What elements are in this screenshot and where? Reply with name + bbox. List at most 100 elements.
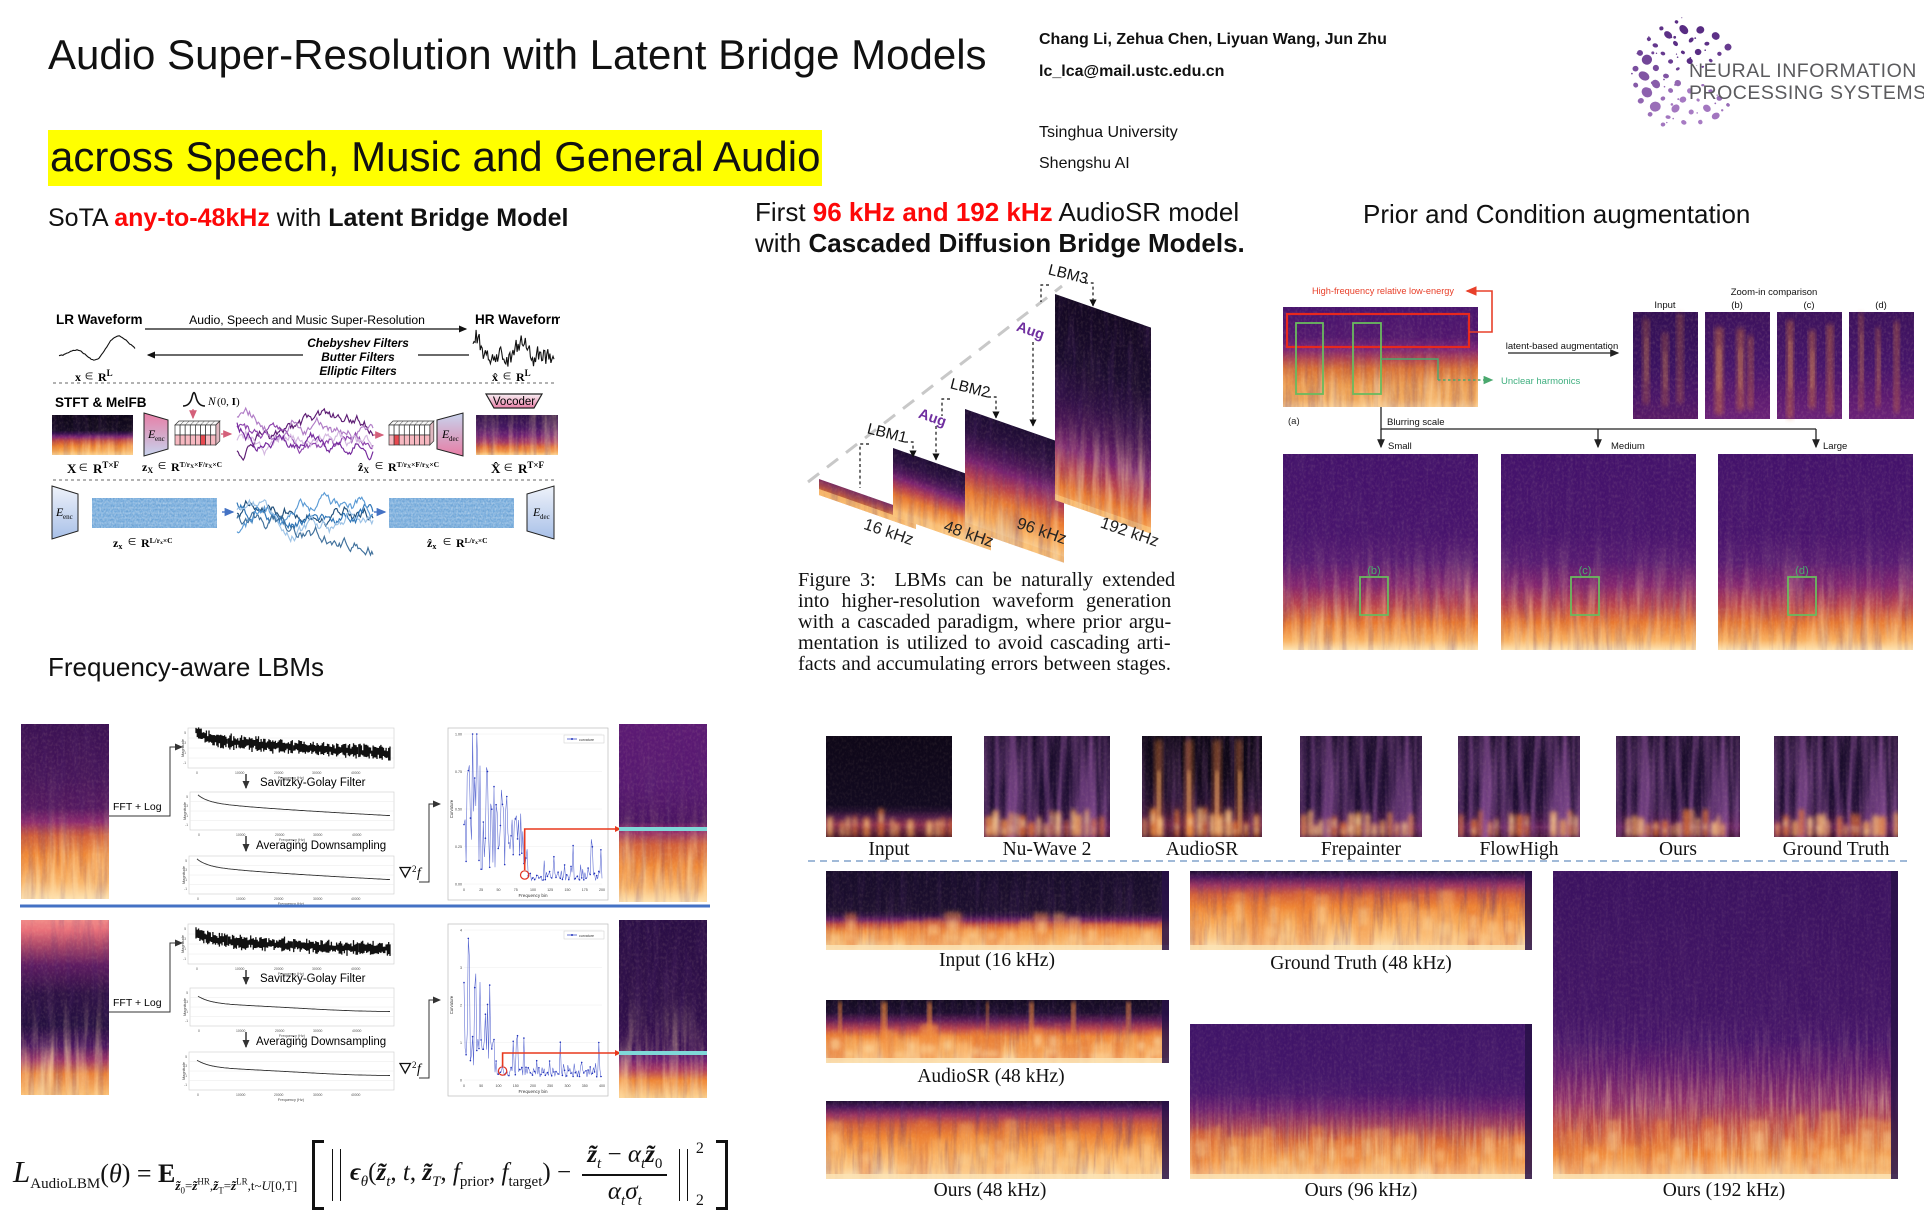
svg-text:5: 5 [186, 795, 188, 799]
svg-text:ẑx: ẑx [427, 536, 436, 551]
svg-text:2: 2 [412, 864, 417, 874]
svg-text:-1: -1 [185, 823, 188, 827]
svg-text:30000: 30000 [313, 1029, 323, 1033]
svg-text:Magnitude: Magnitude [181, 935, 185, 953]
svg-text:LBM1: LBM1 [865, 420, 908, 446]
svg-text:1: 1 [184, 751, 186, 755]
svg-text:dec: dec [449, 435, 459, 443]
svg-text:Frequency (Hz): Frequency (Hz) [278, 972, 305, 976]
svg-text:150: 150 [565, 888, 571, 892]
svg-text:5: 5 [185, 859, 187, 863]
svg-text:0: 0 [196, 967, 198, 971]
svg-text:20000: 20000 [275, 1029, 285, 1033]
svg-text:Curvature: Curvature [449, 995, 454, 1014]
svg-text:0: 0 [198, 833, 200, 837]
svg-text:100: 100 [496, 1084, 502, 1088]
svg-text:1: 1 [460, 1041, 462, 1045]
svg-text:40000: 40000 [351, 967, 361, 971]
svg-text:5: 5 [184, 731, 186, 735]
svg-text:40000: 40000 [351, 771, 361, 775]
svg-text:0: 0 [196, 771, 198, 775]
svg-text:X̂: X̂ [491, 461, 501, 476]
svg-text:latent-based augmentation: latent-based augmentation [1506, 341, 1619, 352]
svg-text:50: 50 [479, 1084, 483, 1088]
svg-text:Magnitude: Magnitude [181, 739, 185, 757]
svg-text:f: f [417, 1061, 423, 1076]
svg-text:(0, I): (0, I) [217, 396, 240, 408]
svg-text:-1: -1 [184, 1083, 187, 1087]
svg-text:enc: enc [155, 435, 165, 443]
svg-text:3: 3 [186, 1000, 188, 1004]
svg-text:1.00: 1.00 [455, 733, 462, 737]
svg-text:RT×F: RT×F [93, 460, 120, 476]
svg-text:NEURAL INFORMATION: NEURAL INFORMATION [1689, 60, 1917, 82]
svg-text:0: 0 [460, 1079, 462, 1083]
svg-text:PROCESSING SYSTEMS: PROCESSING SYSTEMS [1689, 82, 1924, 104]
svg-text:High-frequency relative low-en: High-frequency relative low-energy [1312, 286, 1454, 296]
svg-text:(d): (d) [1875, 300, 1887, 311]
svg-text:Elliptic Filters: Elliptic Filters [319, 364, 397, 378]
svg-text:0.00: 0.00 [455, 883, 462, 887]
svg-text:RL: RL [516, 368, 531, 384]
svg-text:ẑX: ẑX [358, 460, 369, 475]
svg-text:(c): (c) [1579, 565, 1592, 577]
svg-text:75: 75 [514, 888, 518, 892]
svg-text:RL: RL [98, 368, 113, 384]
svg-text:(b): (b) [1367, 565, 1380, 577]
svg-text:100: 100 [530, 888, 536, 892]
svg-text:Chebyshev Filters: Chebyshev Filters [307, 336, 409, 350]
svg-text:x̂: x̂ [492, 370, 498, 384]
svg-text:Magnitude: Magnitude [183, 998, 187, 1016]
svg-text:Medium: Medium [1611, 441, 1645, 452]
svg-text:LBM3: LBM3 [1046, 261, 1089, 287]
svg-text:X: X [67, 461, 77, 476]
svg-text:curvature: curvature [579, 738, 594, 742]
svg-text:250: 250 [547, 1084, 553, 1088]
svg-text:E: E [441, 427, 450, 441]
svg-text:50: 50 [497, 888, 501, 892]
svg-text:175: 175 [582, 888, 588, 892]
svg-text:RT/rX×F/rX×C: RT/rX×F/rX×C [171, 460, 222, 475]
svg-text:FFT + Log: FFT + Log [113, 801, 162, 813]
svg-text:curvature: curvature [579, 934, 594, 938]
svg-text:0.50: 0.50 [455, 808, 462, 812]
svg-text:Averaging Downsampling: Averaging Downsampling [256, 1036, 386, 1048]
svg-text:1: 1 [184, 947, 186, 951]
svg-text:Magnitude: Magnitude [182, 866, 186, 884]
svg-text:3: 3 [184, 741, 186, 745]
svg-text:Frequency (Hz): Frequency (Hz) [279, 838, 306, 842]
svg-text:Averaging Downsampling: Averaging Downsampling [256, 840, 386, 852]
svg-text:(d): (d) [1795, 565, 1808, 577]
svg-text:3: 3 [184, 937, 186, 941]
svg-text:STFT & MelFB: STFT & MelFB [55, 395, 147, 410]
svg-text:LR Waveform: LR Waveform [56, 312, 143, 327]
svg-text:200: 200 [599, 888, 605, 892]
svg-text:5: 5 [185, 1055, 187, 1059]
svg-text:0: 0 [197, 1093, 199, 1097]
svg-text:1: 1 [186, 1010, 188, 1014]
svg-text:E: E [147, 427, 156, 441]
svg-text:4: 4 [460, 929, 462, 933]
svg-text:LBM2: LBM2 [948, 375, 991, 401]
svg-text:30000: 30000 [313, 1093, 323, 1097]
svg-text:200: 200 [530, 1084, 536, 1088]
svg-text:Savitzky-Golay Filter: Savitzky-Golay Filter [260, 973, 366, 985]
svg-text:150: 150 [513, 1084, 519, 1088]
svg-text:300: 300 [565, 1084, 571, 1088]
svg-text:Aug: Aug [1014, 319, 1046, 343]
svg-text:30000: 30000 [313, 897, 323, 901]
svg-text:0: 0 [463, 1084, 465, 1088]
svg-text:20000: 20000 [274, 967, 284, 971]
svg-text:10000: 10000 [236, 1029, 246, 1033]
svg-text:f: f [417, 865, 423, 880]
svg-text:5: 5 [186, 991, 188, 995]
svg-text:Butter Filters: Butter Filters [321, 350, 395, 364]
svg-text:5: 5 [184, 927, 186, 931]
svg-text:10000: 10000 [235, 771, 245, 775]
svg-text:dec: dec [540, 513, 550, 521]
svg-text:-1: -1 [185, 1019, 188, 1023]
svg-text:Frequency bin: Frequency bin [518, 893, 548, 898]
svg-text:Frequency (Hz): Frequency (Hz) [278, 1098, 305, 1102]
svg-text:Savitzky-Golay Filter: Savitzky-Golay Filter [260, 777, 366, 789]
svg-text:30000: 30000 [313, 833, 323, 837]
